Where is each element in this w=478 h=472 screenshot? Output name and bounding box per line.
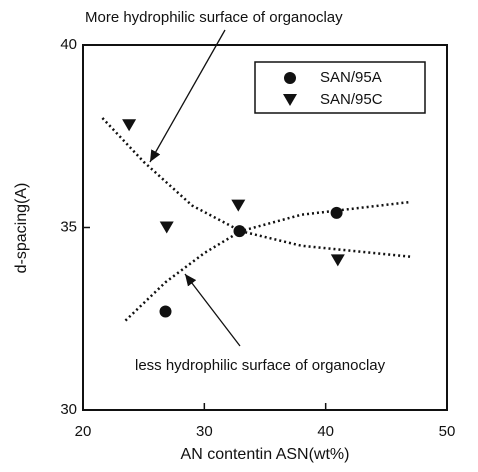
point <box>122 119 137 132</box>
legend-label: SAN/95A <box>320 69 382 86</box>
point <box>330 206 343 219</box>
legend-marker <box>283 94 297 106</box>
x-tick-label: 30 <box>196 423 213 440</box>
point <box>159 221 174 234</box>
point <box>231 199 246 212</box>
y-axis-label: d-spacing(A) <box>13 183 30 274</box>
point <box>233 225 246 238</box>
x-tick-label: 20 <box>75 423 92 440</box>
x-tick-label: 40 <box>317 423 334 440</box>
trend-curve <box>124 200 411 322</box>
annotation-arrow <box>149 29 226 163</box>
y-tick-label: 30 <box>60 401 77 418</box>
point <box>159 305 172 318</box>
annotation-arrow <box>184 273 241 347</box>
x-axis-label: AN contentin ASN(wt%) <box>181 446 350 463</box>
x-tick-label: 50 <box>439 423 456 440</box>
y-tick-label: 35 <box>60 218 77 235</box>
legend-label: SAN/95C <box>320 91 383 108</box>
annotation: less hydrophilic surface of organoclay <box>135 357 386 374</box>
legend-marker <box>284 72 296 84</box>
annotation: More hydrophilic surface of organoclay <box>85 9 343 26</box>
point <box>330 254 345 267</box>
trend-curve <box>101 117 411 258</box>
legend <box>254 61 426 114</box>
y-tick-label: 40 <box>60 36 77 53</box>
